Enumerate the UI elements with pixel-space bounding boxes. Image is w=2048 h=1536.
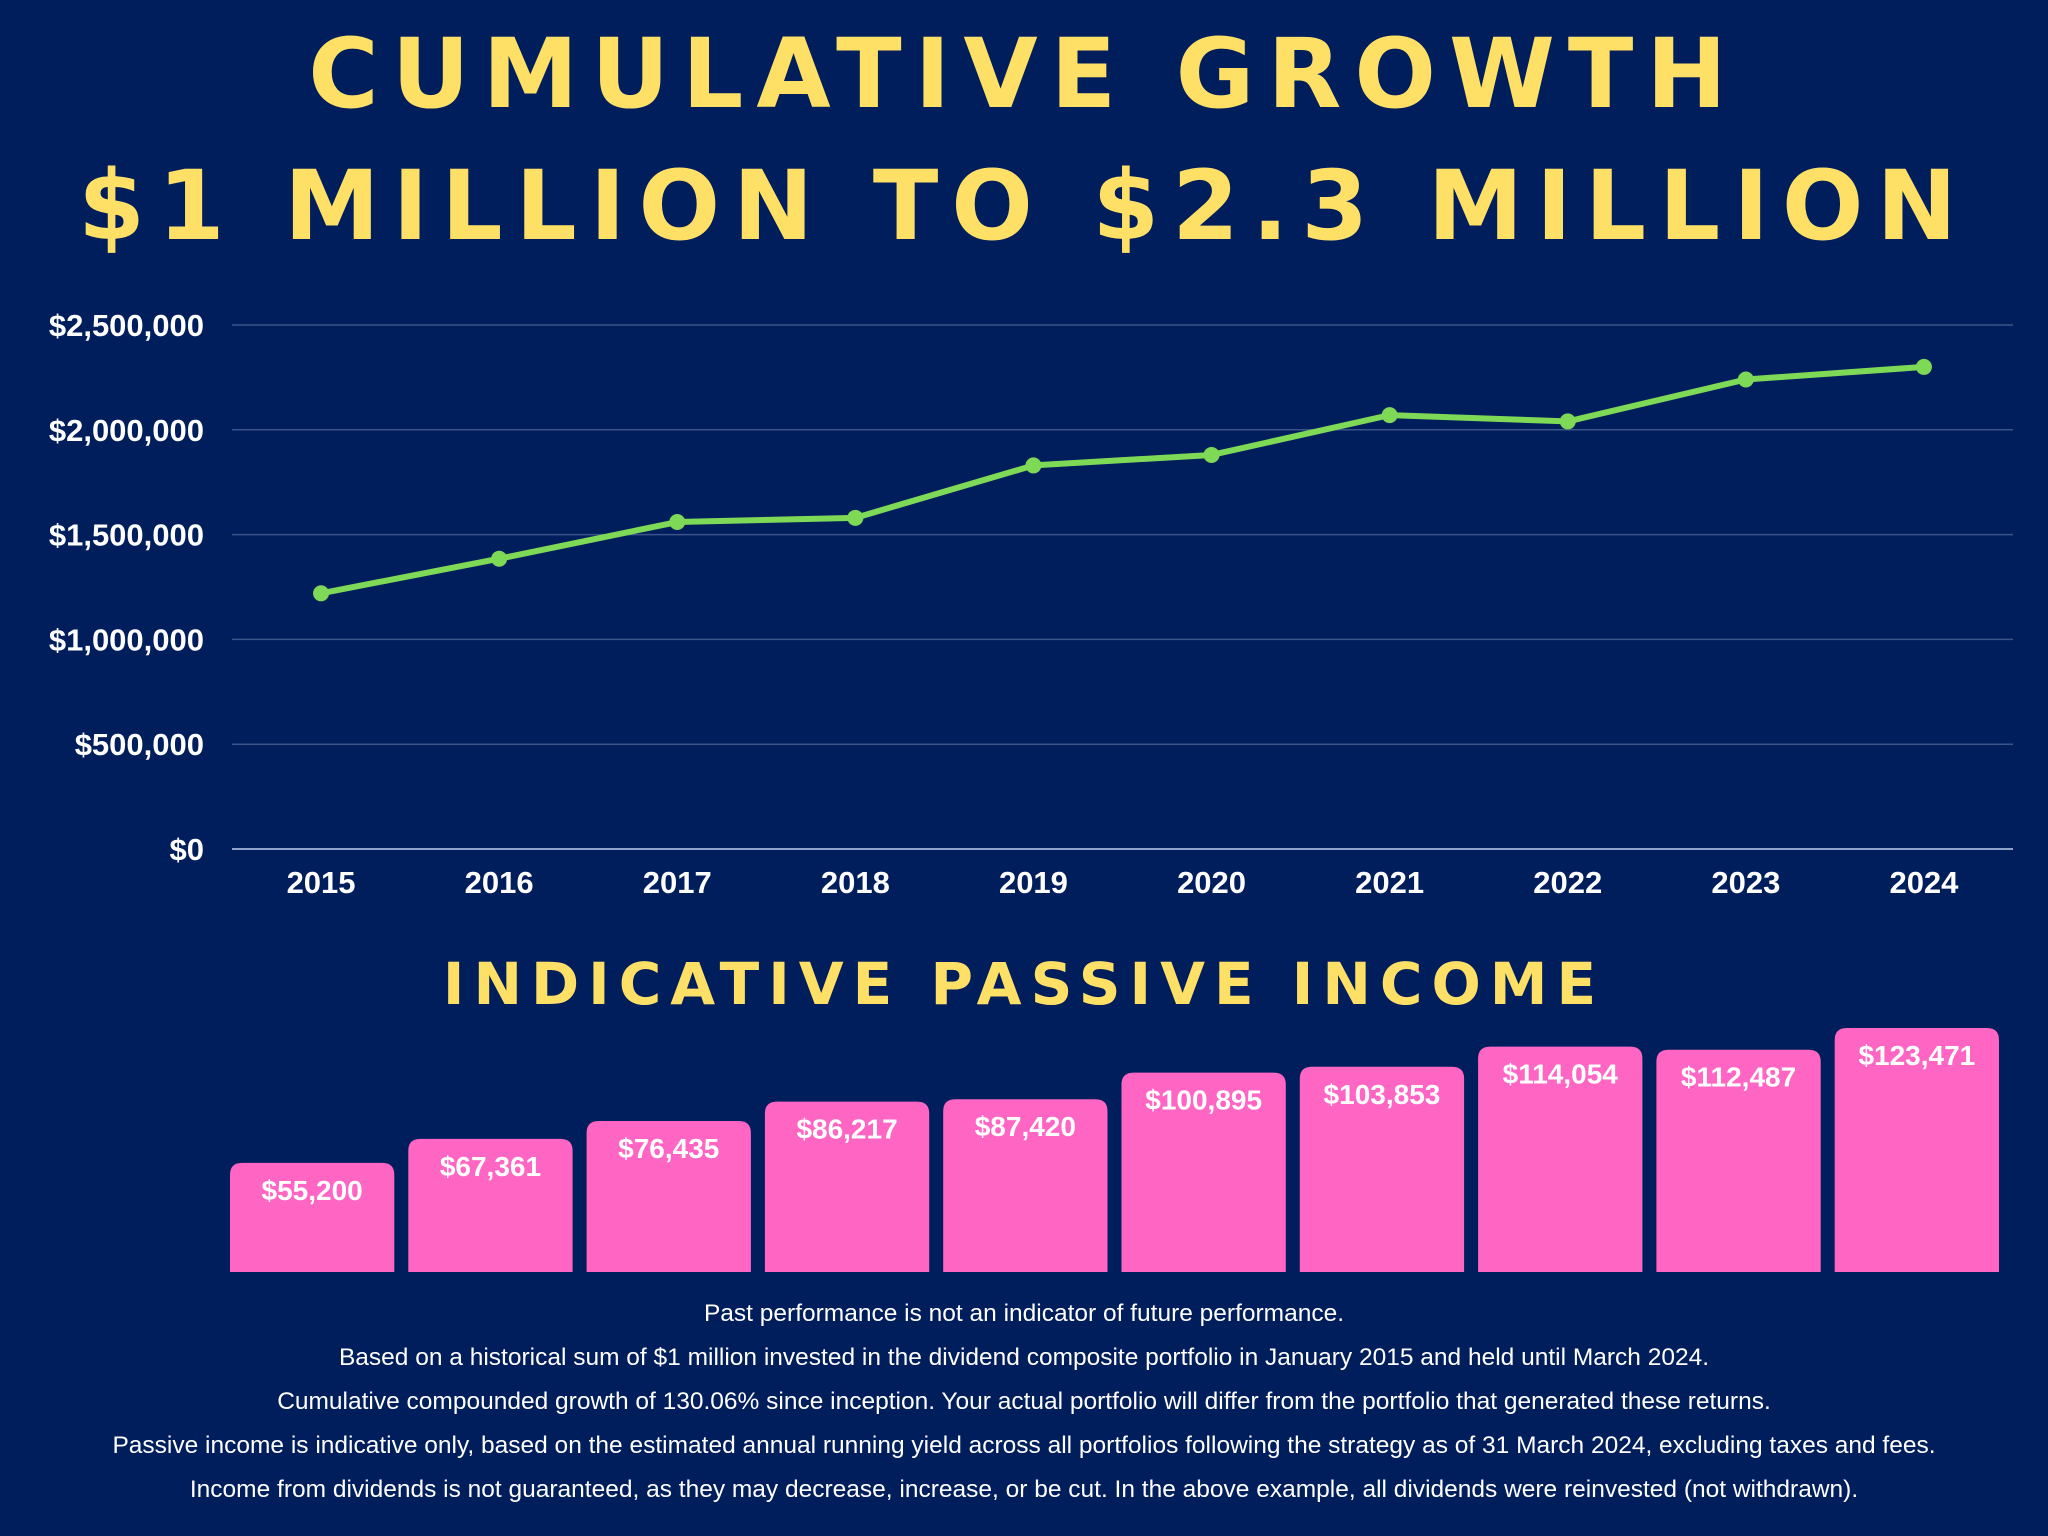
y-tick-label: $1,000,000: [49, 622, 204, 657]
income-bar: [1478, 1046, 1643, 1272]
x-tick-label: 2017: [643, 865, 712, 900]
x-tick-label: 2020: [1177, 865, 1246, 900]
bar-value-label: $112,487: [1681, 1062, 1796, 1093]
y-tick-label: $0: [170, 832, 204, 867]
income-bar: [1121, 1072, 1286, 1272]
income-bar: [1834, 1028, 1999, 1272]
passive-income-title: INDICATIVE PASSIVE INCOME: [442, 950, 1606, 1018]
x-tick-label: 2018: [821, 865, 890, 900]
data-point: [1025, 457, 1042, 474]
growth-series-line: [318, 363, 1927, 597]
data-point: [847, 509, 864, 526]
income-bar: [408, 1138, 573, 1272]
data-point: [313, 585, 330, 602]
x-tick-label: 2021: [1355, 865, 1424, 900]
income-bar: [764, 1101, 930, 1272]
x-tick-label: 2024: [1889, 865, 1959, 900]
cumulative-growth-line-chart: $0 $500,000 $1,000,000 $1,500,000 $2,000,000…: [49, 308, 2013, 900]
bar-value-label: $103,853: [1324, 1079, 1441, 1110]
footnotes: Past performance is not an indicator of …: [0, 1292, 2048, 1512]
footnote-5: Income from dividends is not guaranteed,…: [189, 1476, 1859, 1503]
income-bar: [1656, 1049, 1821, 1272]
income-bar: [943, 1099, 1108, 1272]
x-tick-label: 2016: [465, 865, 534, 900]
data-point: [491, 550, 508, 567]
bar-value-label: $86,217: [796, 1114, 897, 1145]
y-tick-label: $2,000,000: [49, 413, 204, 448]
y-tick-label: $1,500,000: [49, 518, 204, 553]
chart-title-line-2: $1 MILLION TO $2.3 MILLION: [78, 150, 1970, 262]
bar-value-label: $100,895: [1145, 1085, 1262, 1116]
bar-value-label: $123,471: [1858, 1040, 1975, 1071]
data-point: [1915, 358, 1932, 375]
income-bar: [586, 1120, 751, 1272]
x-tick-label: 2023: [1711, 865, 1780, 900]
y-tick-label: $500,000: [75, 727, 204, 762]
income-bar: [230, 1162, 395, 1272]
income-bar: [1299, 1066, 1465, 1272]
bar-value-label: $114,054: [1503, 1059, 1619, 1090]
passive-income-bar-chart: $55,200 $67,361 $76,435 $86,217 $87,420 $100,…: [230, 1028, 1999, 1272]
footnote-2: Based on a historical sum of $1 million …: [338, 1344, 1710, 1371]
data-point: [1203, 446, 1220, 463]
footnote-1: Past performance is not an indicator of …: [703, 1300, 1345, 1327]
footnote-4: Passive income is indicative only, based…: [112, 1432, 1936, 1459]
x-tick-label: 2022: [1533, 865, 1602, 900]
data-point: [1559, 413, 1576, 430]
bar-value-label: $67,361: [440, 1151, 541, 1182]
bar-value-label: $87,420: [975, 1111, 1076, 1142]
x-tick-label: 2019: [999, 865, 1068, 900]
data-point: [669, 514, 686, 531]
bar-value-label: $55,200: [262, 1175, 363, 1206]
bar-value-label: $76,435: [618, 1133, 719, 1164]
x-tick-label: 2015: [287, 865, 356, 900]
data-point: [1381, 407, 1398, 424]
chart-title-line-1: CUMULATIVE GROWTH: [308, 18, 1740, 130]
y-tick-label: $2,500,000: [49, 308, 204, 343]
data-point: [1737, 371, 1754, 388]
footnote-3: Cumulative compounded growth of 130.06% …: [277, 1388, 1771, 1415]
